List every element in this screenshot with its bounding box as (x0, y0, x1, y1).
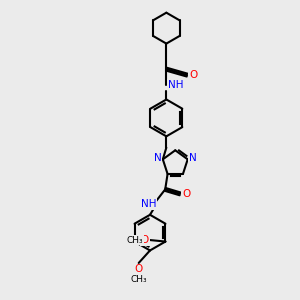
Text: NH: NH (140, 199, 156, 209)
Text: N: N (189, 153, 197, 163)
Text: CH₃: CH₃ (130, 275, 147, 284)
Text: O: O (182, 189, 190, 199)
Text: CH₃: CH₃ (126, 236, 143, 244)
Text: N: N (154, 153, 161, 163)
Text: O: O (134, 265, 142, 275)
Text: O: O (140, 235, 149, 245)
Text: NH: NH (167, 80, 183, 90)
Text: O: O (189, 70, 197, 80)
